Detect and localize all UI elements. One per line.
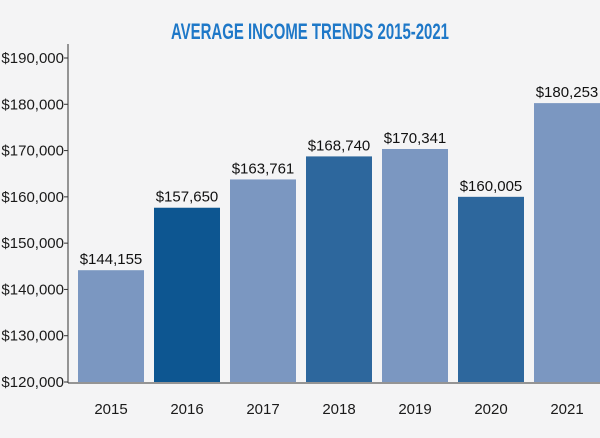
data-label-2015: $144,155 (80, 251, 143, 268)
x-tick-label-2019: 2019 (398, 401, 431, 418)
data-label-2017: $163,761 (232, 160, 295, 177)
y-tick-label: $170,000 (1, 143, 64, 160)
bars (78, 103, 600, 382)
y-tick-label: $150,000 (1, 235, 64, 252)
data-label-2016: $157,650 (156, 189, 219, 206)
y-tick-label: $120,000 (1, 374, 64, 391)
y-tick-label: $140,000 (1, 281, 64, 298)
y-tick-label: $130,000 (1, 328, 64, 345)
y-tick-label: $160,000 (1, 189, 64, 206)
x-tick-label-2015: 2015 (94, 401, 127, 418)
y-tick-label: $190,000 (1, 50, 64, 67)
bar-2018 (306, 156, 372, 382)
x-tick-label-2017: 2017 (246, 401, 279, 418)
bar-2016 (154, 207, 220, 382)
x-tick-label-2018: 2018 (322, 401, 355, 418)
bar-2017 (230, 179, 296, 382)
x-tick-label-2016: 2016 (170, 401, 203, 418)
x-axis: 2015 2016 2017 2018 2019 2020 2021 (68, 382, 600, 418)
bar-2021 (534, 103, 600, 382)
data-label-2021: $180,253 (536, 84, 599, 101)
x-tick-label-2021: 2021 (550, 401, 583, 418)
bar-2020 (458, 196, 524, 382)
bar-2019 (382, 148, 448, 382)
data-label-2020: $160,005 (460, 178, 523, 195)
data-label-2018: $168,740 (308, 137, 371, 154)
y-axis: $120,000 $130,000 $140,000 $150,000 $160,000… (1, 44, 69, 391)
y-tick-label: $180,000 (1, 96, 64, 113)
x-tick-label-2020: 2020 (474, 401, 507, 418)
data-labels: $144,155 $157,650 $163,761 $168,740 $170,341… (80, 84, 599, 268)
bar-2015 (78, 270, 144, 382)
data-label-2019: $170,341 (384, 130, 447, 147)
chart-title: AVERAGE INCOME TRENDS 2015-2021 (171, 19, 449, 44)
